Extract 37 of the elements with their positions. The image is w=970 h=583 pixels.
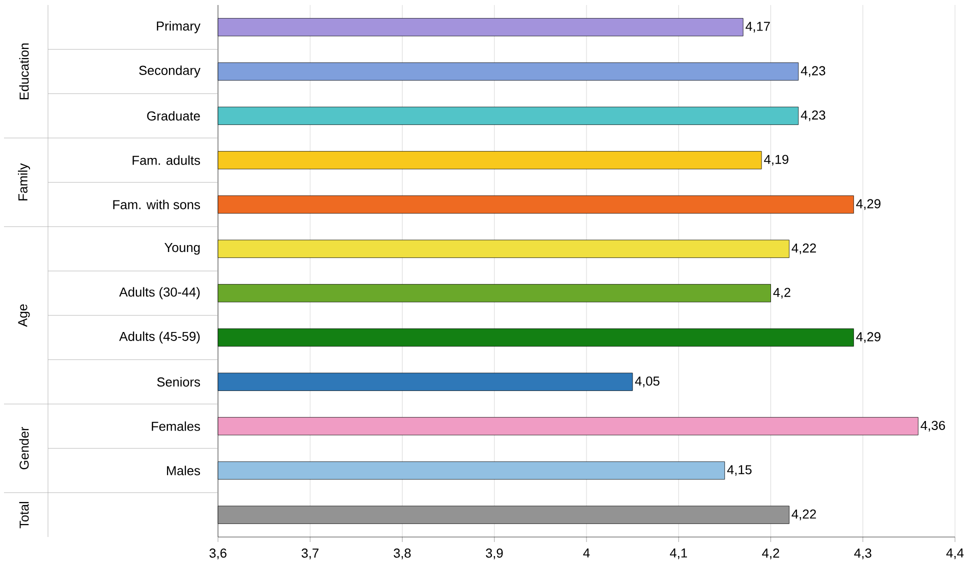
data-label: 4,2 xyxy=(773,288,790,299)
y-tick-label: Adults (30-44) xyxy=(119,287,200,300)
data-label: 4,23 xyxy=(800,66,826,77)
y-tick-label: Females xyxy=(152,421,200,431)
data-label: 4,29 xyxy=(856,332,880,343)
y-tick-label: Secondary xyxy=(139,65,200,78)
x-tick-label: 3,9 xyxy=(486,548,503,560)
y-tick-label: Young xyxy=(164,243,200,255)
text: Family xyxy=(18,163,30,200)
y-tick-label: Seniors xyxy=(157,377,200,387)
data-label: 4,19 xyxy=(764,154,788,166)
y-tick-label: Primary xyxy=(156,21,200,34)
data-label: 4,17 xyxy=(746,22,770,32)
x-tick-label: 4,2 xyxy=(762,548,780,560)
data-label: 4,22 xyxy=(792,243,816,254)
x-tick-label: 4,1 xyxy=(670,548,688,560)
x-tick-label: 3,7 xyxy=(302,548,318,560)
x-tick-label: 4,3 xyxy=(854,548,872,560)
x-tick-label: 4 xyxy=(583,548,590,558)
text: Total xyxy=(19,502,29,528)
data-label: 4,29 xyxy=(856,199,880,210)
y-tick-label: Fam. adults xyxy=(132,155,200,165)
x-tick-label: 3,6 xyxy=(209,548,226,560)
y-tick-label: Adults (45-59) xyxy=(119,331,200,344)
text: Gender xyxy=(19,426,29,470)
text: Age xyxy=(18,304,30,327)
data-label: 4,22 xyxy=(792,509,816,520)
y-tick-label: Fam. with sons xyxy=(113,200,200,210)
data-label: 4,05 xyxy=(635,376,660,388)
text: Education xyxy=(19,44,29,100)
data-label: 4,15 xyxy=(727,465,752,476)
data-label: 4,23 xyxy=(800,110,826,122)
x-tick-label: 3,8 xyxy=(394,548,411,560)
y-tick-label: Graduate xyxy=(147,111,200,121)
data-label: 4,36 xyxy=(920,420,945,432)
y-tick-label: Males xyxy=(166,466,200,476)
x-tick-label: 4,4 xyxy=(946,548,964,560)
